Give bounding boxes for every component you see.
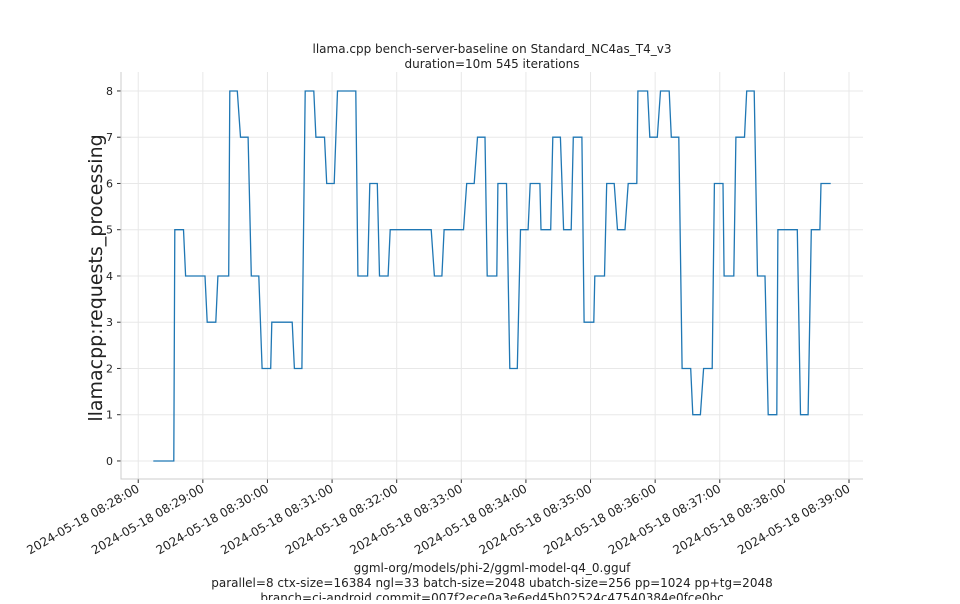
x-tick-label: 2024-05-18 08:35:00 [477,481,594,557]
x-tick-label: 2024-05-18 08:28:00 [24,481,141,557]
footer-line: branch=ci-android commit=007f2ece0a3e6ed… [260,591,723,600]
data-line [153,90,831,462]
y-tick-label: 5 [106,224,113,237]
y-tick-label: 3 [106,316,113,329]
y-tick-label: 0 [106,455,113,468]
y-tick-label: 7 [106,131,113,144]
x-tick-label: 2024-05-18 08:30:00 [154,481,271,557]
chart-subtitle: duration=10m 545 iterations [405,57,580,71]
x-tick-label: 2024-05-18 08:36:00 [541,481,658,557]
y-tick-label: 2 [106,362,113,375]
chart-title: llama.cpp bench-server-baseline on Stand… [313,42,672,56]
x-tick-label: 2024-05-18 08:32:00 [283,481,400,557]
x-tick-label: 2024-05-18 08:33:00 [347,481,464,557]
y-axis-label: llamacpp:requests_processing [85,134,107,421]
footer-line: parallel=8 ctx-size=16384 ngl=33 batch-s… [211,576,772,590]
x-tick-label: 2024-05-18 08:38:00 [671,481,788,557]
y-tick-label: 8 [106,85,113,98]
axes-frame [120,72,863,480]
y-tick-label: 6 [106,177,113,190]
x-tick-label: 2024-05-18 08:34:00 [412,481,529,557]
y-tick-label: 1 [106,409,113,422]
footer-line: ggml-org/models/phi-2/ggml-model-q4_0.gg… [354,561,632,575]
x-tick-label: 2024-05-18 08:39:00 [735,481,852,557]
x-tick-label: 2024-05-18 08:31:00 [218,481,335,557]
x-tick-label: 2024-05-18 08:29:00 [89,481,206,557]
x-tick-label: 2024-05-18 08:37:00 [606,481,723,557]
y-tick-label: 4 [106,270,113,283]
